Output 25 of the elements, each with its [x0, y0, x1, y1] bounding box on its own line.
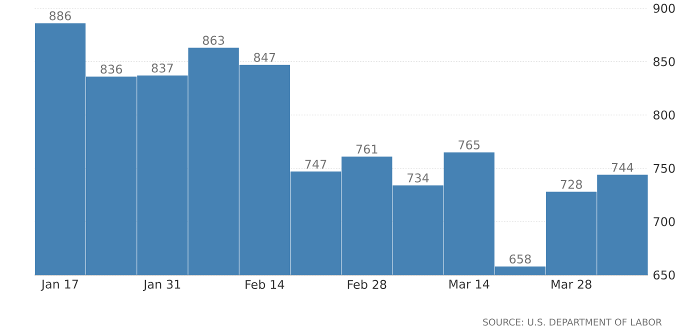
y-tick-label: 850	[654, 57, 675, 66]
data-label: 886	[50, 11, 71, 20]
y-tick-label: 900	[653, 4, 675, 13]
x-tick-label: Mar 28	[552, 280, 592, 289]
data-label: 837	[152, 64, 173, 73]
data-label: 734	[408, 173, 429, 182]
x-tick-label: Feb 14	[246, 280, 284, 289]
y-tick-label: 700	[654, 217, 675, 226]
x-tick-label: Feb 28	[348, 280, 386, 289]
x-tick-label: Jan 31	[143, 280, 180, 292]
data-label: 747	[305, 160, 326, 169]
source-note: SOURCE: U.S. DEPARTMENT OF LABOR	[483, 318, 662, 326]
x-tick-label: Mar 14	[449, 280, 490, 289]
y-tick-label: 650	[654, 270, 675, 280]
data-label: 728	[560, 180, 582, 189]
data-label: 836	[100, 64, 122, 74]
y-tick-label: 800	[654, 110, 675, 120]
data-label: 863	[202, 36, 224, 45]
y-tick-label: 750	[654, 164, 675, 173]
data-label: 658	[510, 254, 531, 264]
data-label: 765	[458, 140, 480, 150]
data-label: 847	[254, 52, 276, 62]
data-label: 744	[612, 163, 634, 172]
data-label: 761	[356, 144, 378, 154]
x-tick-label: Jan 17	[40, 280, 78, 291]
